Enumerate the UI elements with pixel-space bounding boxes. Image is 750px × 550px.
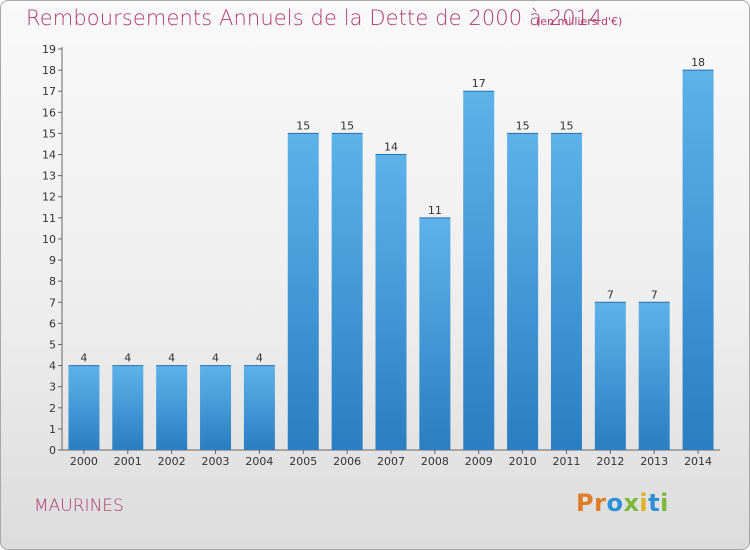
y-tick-label: 0 bbox=[49, 444, 56, 457]
data-label-2012: 7 bbox=[607, 288, 614, 301]
x-tick-label-2011: 2011 bbox=[552, 455, 580, 468]
y-tick-label: 2 bbox=[49, 402, 56, 415]
chart-title: Remboursements Annuels de la Dette de 20… bbox=[26, 6, 603, 30]
x-tick-label-2013: 2013 bbox=[640, 455, 668, 468]
y-tick-label: 4 bbox=[49, 360, 56, 373]
chart-unit: (en milliers d'€) bbox=[536, 15, 623, 28]
data-label-2005: 15 bbox=[296, 119, 310, 132]
bar-2000 bbox=[68, 365, 100, 450]
data-label-2009: 17 bbox=[472, 77, 486, 90]
x-tick-label-2007: 2007 bbox=[377, 455, 405, 468]
x-tick-label-2009: 2009 bbox=[465, 455, 493, 468]
bar-2001 bbox=[112, 365, 144, 450]
data-label-2011: 15 bbox=[559, 119, 573, 132]
data-label-2004: 4 bbox=[256, 352, 263, 365]
data-label-2010: 15 bbox=[516, 119, 530, 132]
y-tick-label: 11 bbox=[42, 212, 56, 225]
bar-2007 bbox=[375, 154, 407, 451]
logo-letter: i bbox=[639, 489, 649, 517]
commune-name: MAURINES bbox=[34, 496, 124, 516]
y-tick-label: 15 bbox=[42, 127, 56, 140]
data-label-2000: 4 bbox=[80, 352, 87, 365]
bar-2002 bbox=[156, 365, 188, 450]
bar-2006 bbox=[331, 133, 363, 450]
x-tick-label-2002: 2002 bbox=[158, 455, 186, 468]
bar-2011 bbox=[550, 133, 582, 450]
y-tick-label: 10 bbox=[42, 233, 56, 246]
x-tick-label-2008: 2008 bbox=[421, 455, 449, 468]
bar-2013 bbox=[638, 302, 670, 450]
x-tick-label-2005: 2005 bbox=[289, 455, 317, 468]
bar-2005 bbox=[287, 133, 319, 450]
data-label-2002: 4 bbox=[168, 352, 175, 365]
chart-bars bbox=[68, 69, 714, 451]
data-label-2007: 14 bbox=[384, 141, 398, 154]
data-label-2006: 15 bbox=[340, 119, 354, 132]
proxiti-logo: Proxiti bbox=[576, 489, 669, 517]
data-label-2013: 7 bbox=[651, 288, 658, 301]
data-label-2008: 11 bbox=[428, 204, 442, 217]
data-label-2014: 18 bbox=[691, 56, 705, 69]
x-tick-label-2014: 2014 bbox=[684, 455, 712, 468]
x-tick-label-2001: 2001 bbox=[114, 455, 142, 468]
y-tick-label: 17 bbox=[42, 85, 56, 98]
logo-letter: i bbox=[660, 489, 669, 517]
bar-2010 bbox=[507, 133, 539, 450]
y-tick-label: 16 bbox=[42, 106, 56, 119]
bar-2004 bbox=[243, 365, 275, 450]
bar-2009 bbox=[463, 91, 495, 451]
y-tick-label: 8 bbox=[49, 275, 56, 288]
logo-letter: P bbox=[576, 489, 595, 517]
x-tick-label-2010: 2010 bbox=[509, 455, 537, 468]
data-label-2001: 4 bbox=[124, 352, 131, 365]
logo-letter: o bbox=[606, 489, 624, 517]
bar-2003 bbox=[200, 365, 232, 450]
y-tick-label: 1 bbox=[49, 423, 56, 436]
bar-2012 bbox=[594, 302, 626, 450]
y-tick-label: 14 bbox=[42, 149, 56, 162]
y-tick-label: 19 bbox=[42, 43, 56, 56]
y-tick-label: 7 bbox=[49, 296, 56, 309]
logo-letter: x bbox=[623, 489, 640, 517]
logo-letter: t bbox=[648, 489, 661, 517]
bar-2008 bbox=[419, 217, 451, 450]
y-tick-label: 5 bbox=[49, 338, 56, 351]
y-tick-label: 18 bbox=[42, 64, 56, 77]
x-tick-label-2004: 2004 bbox=[245, 455, 273, 468]
y-tick-label: 12 bbox=[42, 191, 56, 204]
logo-letter: r bbox=[594, 489, 607, 517]
x-tick-label-2006: 2006 bbox=[333, 455, 361, 468]
y-tick-label: 9 bbox=[49, 254, 56, 267]
chart-labels: 4 2000 4 2001 4 2002 4 2003 4 2004 15 2005 15 2006 14 2… bbox=[70, 56, 712, 468]
y-tick-label: 3 bbox=[49, 381, 56, 394]
x-tick-label-2000: 2000 bbox=[70, 455, 98, 468]
y-tick-label: 6 bbox=[49, 317, 56, 330]
y-tick-label: 13 bbox=[42, 170, 56, 183]
x-tick-label-2012: 2012 bbox=[596, 455, 624, 468]
x-tick-label-2003: 2003 bbox=[202, 455, 230, 468]
data-label-2003: 4 bbox=[212, 352, 219, 365]
bar-2014 bbox=[682, 70, 714, 451]
